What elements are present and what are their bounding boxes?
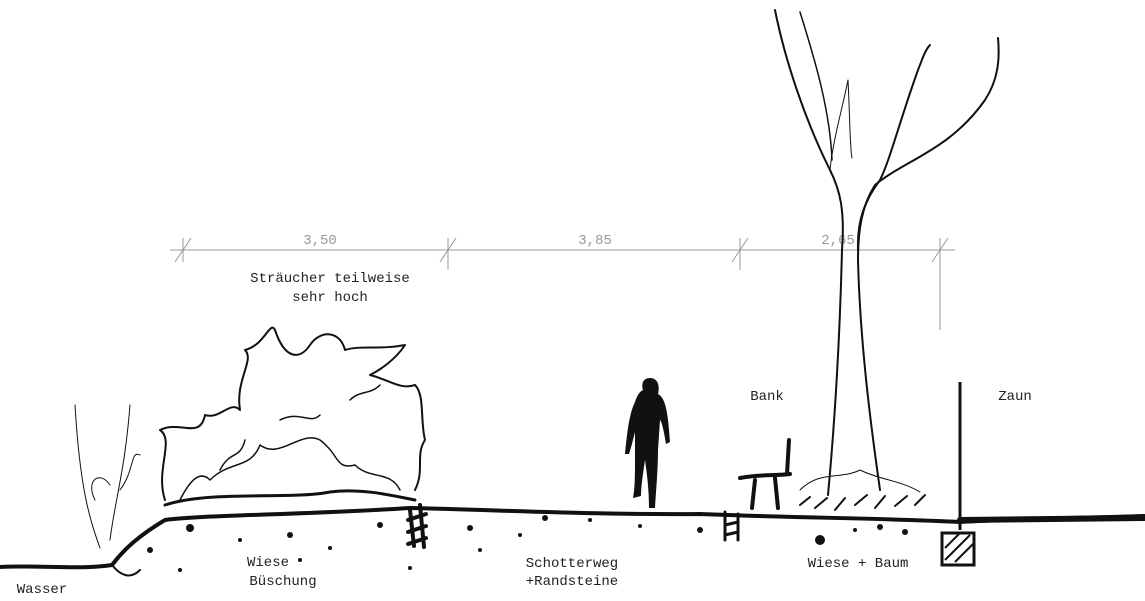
ground — [0, 503, 1145, 577]
shrub-label: sehr hoch — [292, 290, 368, 306]
dimension-line — [170, 237, 955, 330]
water-label: Wasser — [17, 582, 67, 596]
fence-label: Zaun — [998, 389, 1032, 405]
gravel — [147, 515, 908, 572]
path-label: +Randsteine — [526, 574, 618, 590]
fence — [940, 382, 976, 567]
path-label: Schotterweg — [526, 556, 618, 572]
tree — [774, 9, 1000, 511]
meadow-tree-label: Wiese + Baum — [808, 556, 909, 572]
meadow-slope-label: Wiese — [247, 555, 289, 571]
person — [625, 378, 670, 508]
dimension-label: 2,65 — [821, 233, 855, 249]
meadow-slope-label: Büschung — [249, 574, 316, 590]
shrubs — [74, 326, 426, 549]
dimension-label: 3,50 — [303, 233, 337, 249]
bench — [738, 438, 792, 510]
bench-label: Bank — [750, 389, 784, 405]
dimension-label: 3,85 — [578, 233, 612, 249]
shrub-label: Sträucher teilweise — [250, 271, 410, 287]
